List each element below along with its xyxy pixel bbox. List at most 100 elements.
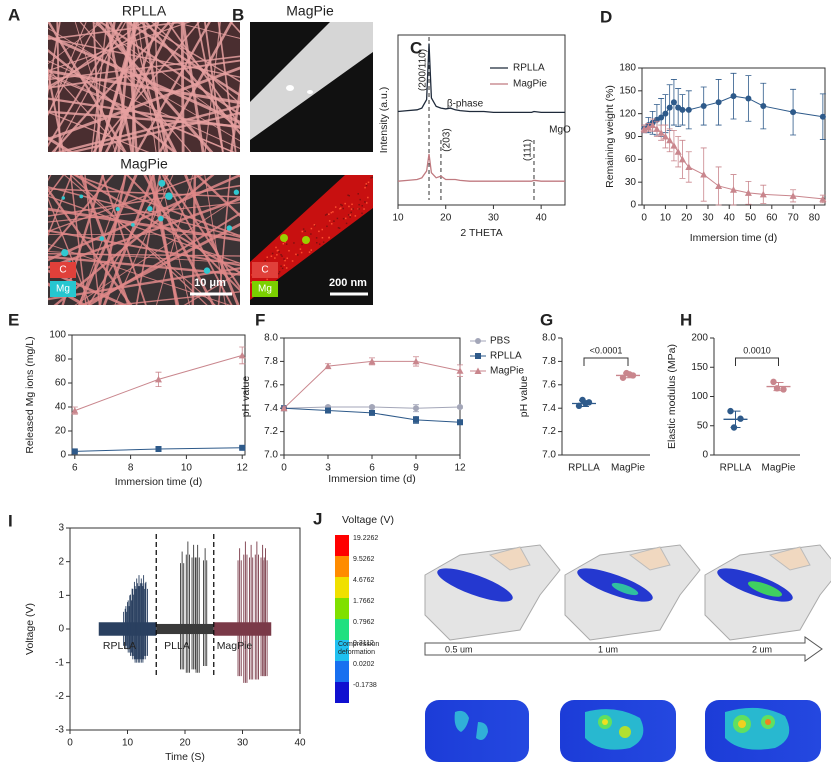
- eds-dot: [371, 176, 374, 179]
- colorbar-cell: [335, 661, 349, 682]
- marker: [456, 367, 464, 374]
- eds-dot: [350, 211, 352, 214]
- eds-dot: [318, 230, 320, 233]
- annotation: (200/110): [418, 49, 429, 91]
- colorbar-cell: [335, 577, 349, 598]
- marker: [71, 448, 78, 455]
- marker: [674, 148, 682, 155]
- x-tick-label: 12: [454, 463, 466, 474]
- noise-band: [156, 623, 214, 635]
- eds-dot: [283, 264, 286, 267]
- mg-particle: [99, 236, 105, 241]
- marker: [759, 190, 767, 198]
- fiber: [48, 34, 240, 124]
- eds-dot: [318, 243, 321, 245]
- marker: [413, 405, 419, 412]
- heatmaps: [425, 700, 821, 762]
- eds-dot: [288, 249, 290, 252]
- y-tick-label: 150: [619, 85, 636, 96]
- marker: [239, 444, 246, 451]
- eds-dot: [357, 193, 359, 195]
- x-tick-label: 0: [67, 738, 73, 749]
- significance-bracket: [583, 357, 629, 366]
- marker: [666, 136, 674, 144]
- eds-dot: [340, 203, 342, 206]
- x-tick-label: 20: [440, 213, 452, 224]
- eds-dot: [297, 254, 299, 256]
- colorbar: 19.2262 9.5262 4.6762 1.7662 0.7962 0.3112 0.0…: [335, 535, 378, 703]
- eds-dot: [281, 255, 283, 257]
- eds-dot: [347, 214, 350, 216]
- marker: [819, 195, 827, 202]
- fiber: [55, 104, 240, 152]
- segment-label: MagPie: [217, 640, 253, 652]
- step-label: 1 um: [598, 644, 618, 654]
- eds-dot: [321, 228, 323, 231]
- fiber: [48, 66, 65, 152]
- data-point: [575, 402, 583, 410]
- colorbar-label: 1.7662: [353, 598, 375, 605]
- y-tick-label: 90: [625, 131, 637, 142]
- eds-dot: [347, 194, 349, 196]
- eds-dot: [284, 259, 286, 262]
- fiber: [48, 22, 103, 65]
- y-tick-label: -1: [55, 657, 64, 668]
- y-tick-label: 100: [691, 391, 708, 402]
- marker: [155, 446, 162, 452]
- marker: [670, 142, 678, 149]
- marker: [678, 155, 686, 163]
- eds-dot: [301, 230, 304, 233]
- eds-dot: [330, 211, 333, 214]
- fiber: [54, 22, 127, 152]
- particle: [286, 85, 294, 91]
- eds-dot: [352, 208, 354, 210]
- fiber: [92, 22, 201, 152]
- eds-dot: [344, 217, 347, 220]
- eds-dot: [328, 236, 330, 239]
- fiber: [84, 175, 101, 305]
- fiber: [48, 195, 240, 265]
- marker: [790, 109, 797, 116]
- fiber: [48, 175, 114, 253]
- sd-bar: [623, 372, 633, 379]
- legend-swatch: [50, 262, 76, 278]
- y-tick-label: 7.4: [542, 403, 556, 414]
- fiber: [183, 271, 240, 305]
- eds-dot: [361, 212, 363, 215]
- plot-frame: [71, 334, 246, 456]
- mg-particle: [233, 189, 240, 195]
- x-tick-label: 0: [641, 213, 647, 224]
- x-tick-label: 40: [536, 213, 548, 224]
- fiber: [48, 22, 61, 96]
- y-tick-label: 7.0: [542, 450, 556, 461]
- fiber: [114, 175, 174, 305]
- fiber: [79, 175, 131, 305]
- eds-dot: [349, 216, 351, 218]
- fiber: [229, 81, 240, 152]
- fiber: [67, 111, 240, 152]
- mg-particle: [131, 223, 135, 227]
- fiber: [48, 136, 74, 152]
- y-tick-label: -2: [55, 691, 64, 702]
- marker: [715, 182, 723, 189]
- y-axis-label: Elastic modulus (MPa): [666, 344, 678, 449]
- mg-particle: [203, 267, 211, 274]
- eds-dot: [361, 205, 363, 207]
- eds-dot: [274, 257, 276, 259]
- eds-dot: [301, 243, 303, 246]
- annotation: MgO: [549, 125, 571, 136]
- eds-dot: [308, 251, 311, 253]
- x-tick-label: 9: [413, 463, 419, 474]
- panel-letter: C: [410, 38, 422, 57]
- marker: [744, 189, 752, 196]
- fiber: [48, 175, 240, 262]
- marker: [760, 103, 767, 110]
- marker: [369, 404, 375, 411]
- y-tick-label: 0: [60, 450, 66, 461]
- eds-dot: [367, 181, 370, 184]
- colorbar-label: 19.2262: [353, 535, 378, 542]
- eds-dot: [330, 223, 333, 225]
- y-tick-label: 0: [630, 200, 636, 211]
- eds-dot: [310, 233, 312, 235]
